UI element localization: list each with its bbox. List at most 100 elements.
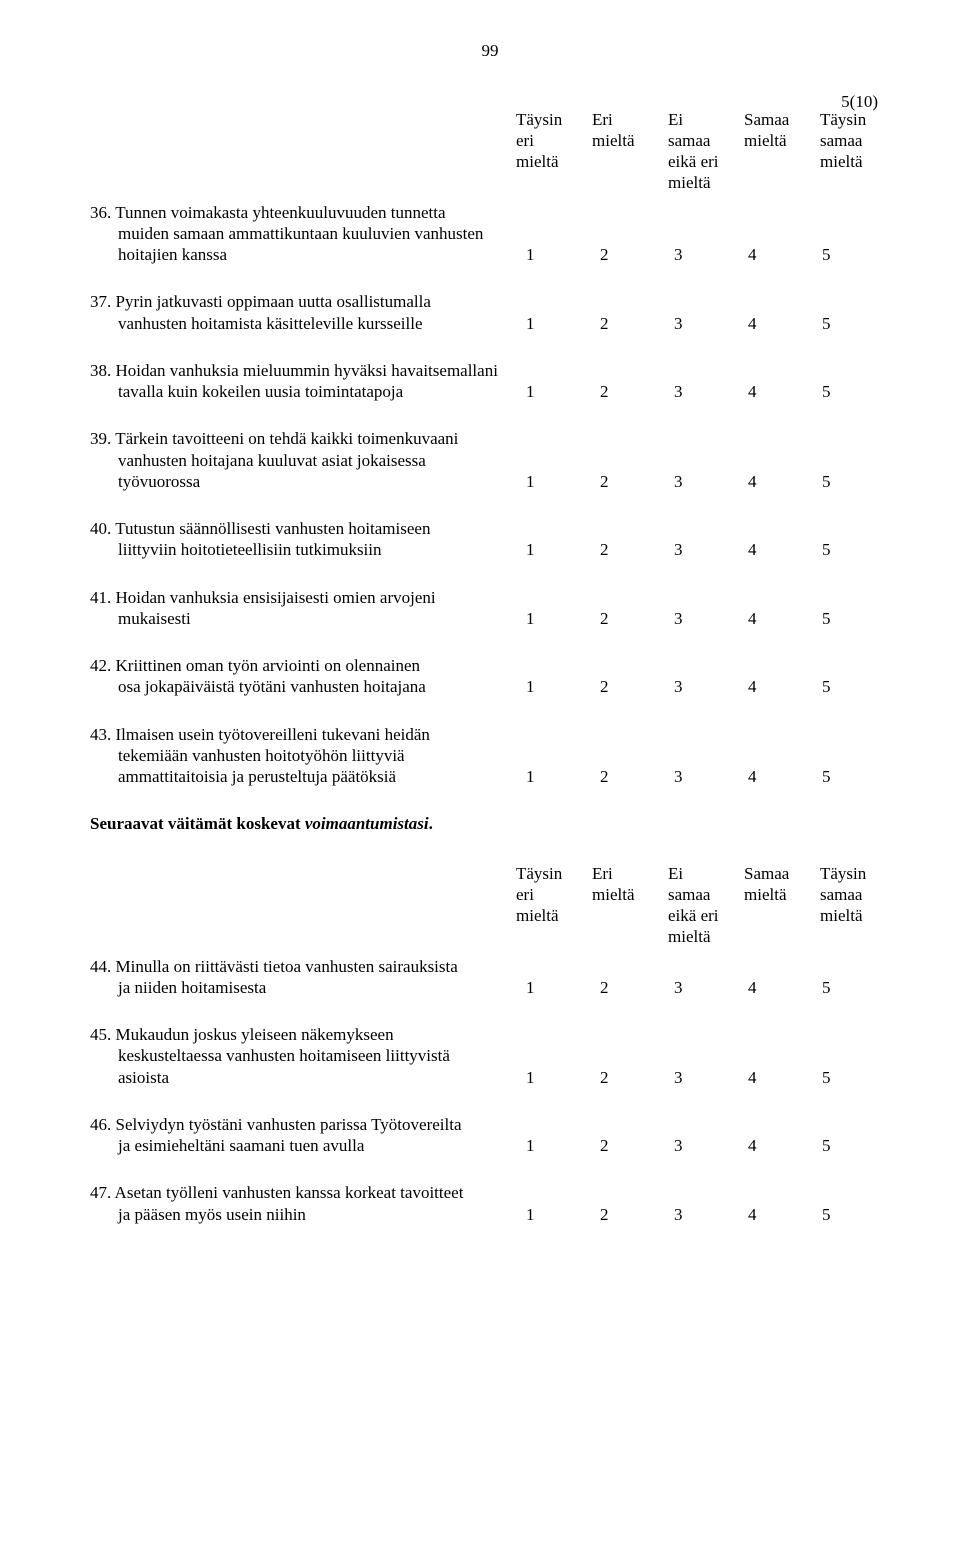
scale-value[interactable]: 1 bbox=[520, 539, 594, 560]
scale-value[interactable]: 5 bbox=[816, 1204, 890, 1225]
scale-values: 12345 bbox=[520, 608, 890, 629]
scale-value[interactable]: 4 bbox=[742, 1135, 816, 1156]
scale-header-col: Eisamaaeikä erimieltä bbox=[662, 109, 738, 194]
scale-value[interactable]: 5 bbox=[816, 539, 890, 560]
scale-header-col: Täysinerimieltä bbox=[510, 863, 586, 948]
scale-value[interactable]: 2 bbox=[594, 1204, 668, 1225]
question-text: 37. Pyrin jatkuvasti oppimaan uutta osal… bbox=[90, 291, 520, 334]
section-heading-prefix: Seuraavat väitämät koskevat bbox=[90, 814, 305, 833]
question-row: 40. Tutustun säännöllisesti vanhusten ho… bbox=[90, 518, 890, 561]
scale-value[interactable]: 1 bbox=[520, 244, 594, 265]
question-row: 44. Minulla on riittävästi tietoa vanhus… bbox=[90, 956, 890, 999]
scale-value[interactable]: 2 bbox=[594, 1135, 668, 1156]
question-text: 44. Minulla on riittävästi tietoa vanhus… bbox=[90, 956, 520, 999]
scale-values: 12345 bbox=[520, 1204, 890, 1225]
scale-value[interactable]: 5 bbox=[816, 244, 890, 265]
scale-value[interactable]: 4 bbox=[742, 766, 816, 787]
scale-value[interactable]: 5 bbox=[816, 977, 890, 998]
scale-value[interactable]: 4 bbox=[742, 676, 816, 697]
scale-value[interactable]: 4 bbox=[742, 471, 816, 492]
scale-value[interactable]: 3 bbox=[668, 381, 742, 402]
scale-header-col: Samaamieltä bbox=[738, 863, 814, 948]
scale-value[interactable]: 1 bbox=[520, 1204, 594, 1225]
scale-value[interactable]: 1 bbox=[520, 471, 594, 492]
scale-value[interactable]: 4 bbox=[742, 244, 816, 265]
section-heading-suffix: . bbox=[429, 814, 433, 833]
scale-value[interactable]: 2 bbox=[594, 539, 668, 560]
scale-value[interactable]: 4 bbox=[742, 381, 816, 402]
scale-value[interactable]: 3 bbox=[668, 539, 742, 560]
scale-value[interactable]: 5 bbox=[816, 313, 890, 334]
scale-value[interactable]: 3 bbox=[668, 1204, 742, 1225]
question-row: 46. Selviydyn työstäni vanhusten parissa… bbox=[90, 1114, 890, 1157]
scale-value[interactable]: 3 bbox=[668, 471, 742, 492]
scale-value[interactable]: 4 bbox=[742, 539, 816, 560]
scale-value[interactable]: 5 bbox=[816, 1135, 890, 1156]
section-heading-italic: voimaantumistasi bbox=[305, 814, 429, 833]
question-text: 36. Tunnen voimakasta yhteenkuuluvuuden … bbox=[90, 202, 520, 266]
scale-value[interactable]: 1 bbox=[520, 676, 594, 697]
scale-value[interactable]: 4 bbox=[742, 313, 816, 334]
question-text: 40. Tutustun säännöllisesti vanhusten ho… bbox=[90, 518, 520, 561]
scale-value[interactable]: 3 bbox=[668, 313, 742, 334]
scale-values: 12345 bbox=[520, 471, 890, 492]
scale-value[interactable]: 3 bbox=[668, 766, 742, 787]
scale-value[interactable]: 5 bbox=[816, 1067, 890, 1088]
question-row: 38. Hoidan vanhuksia mieluummin hyväksi … bbox=[90, 360, 890, 403]
scale-header-col: Erimieltä bbox=[586, 109, 662, 194]
scale-value[interactable]: 3 bbox=[668, 977, 742, 998]
scale-value[interactable]: 2 bbox=[594, 1067, 668, 1088]
scale-value[interactable]: 3 bbox=[668, 676, 742, 697]
scale-value[interactable]: 5 bbox=[816, 471, 890, 492]
scale-value[interactable]: 2 bbox=[594, 244, 668, 265]
scale-value[interactable]: 4 bbox=[742, 608, 816, 629]
scale-value[interactable]: 5 bbox=[816, 676, 890, 697]
scale-value[interactable]: 1 bbox=[520, 1067, 594, 1088]
scale-value[interactable]: 1 bbox=[520, 1135, 594, 1156]
scale-value[interactable]: 1 bbox=[520, 381, 594, 402]
question-row: 47. Asetan työlleni vanhusten kanssa kor… bbox=[90, 1182, 890, 1225]
scale-values: 12345 bbox=[520, 676, 890, 697]
scale-value[interactable]: 5 bbox=[816, 766, 890, 787]
scale-header-col: Täysinsamaamieltä bbox=[814, 109, 890, 194]
scale-value[interactable]: 1 bbox=[520, 313, 594, 334]
scale-value[interactable]: 3 bbox=[668, 1135, 742, 1156]
scale-value[interactable]: 4 bbox=[742, 1204, 816, 1225]
question-row: 41. Hoidan vanhuksia ensisijaisesti omie… bbox=[90, 587, 890, 630]
scale-value[interactable]: 2 bbox=[594, 766, 668, 787]
question-row: 39. Tärkein tavoitteeni on tehdä kaikki … bbox=[90, 428, 890, 492]
scale-value[interactable]: 3 bbox=[668, 608, 742, 629]
scale-value[interactable]: 2 bbox=[594, 313, 668, 334]
scale-header-col: Samaamieltä bbox=[738, 109, 814, 194]
scale-value[interactable]: 1 bbox=[520, 766, 594, 787]
scale-value[interactable]: 4 bbox=[742, 1067, 816, 1088]
scale-value[interactable]: 2 bbox=[594, 381, 668, 402]
scale-value[interactable]: 2 bbox=[594, 676, 668, 697]
scale-header-col: Eisamaaeikä erimieltä bbox=[662, 863, 738, 948]
page-number: 99 bbox=[90, 40, 890, 61]
question-row: 36. Tunnen voimakasta yhteenkuuluvuuden … bbox=[90, 202, 890, 266]
scale-values: 12345 bbox=[520, 1067, 890, 1088]
scale-value[interactable]: 1 bbox=[520, 608, 594, 629]
scale-value[interactable]: 1 bbox=[520, 977, 594, 998]
scale-value[interactable]: 2 bbox=[594, 977, 668, 998]
scale-values: 12345 bbox=[520, 381, 890, 402]
question-text: 46. Selviydyn työstäni vanhusten parissa… bbox=[90, 1114, 520, 1157]
question-text: 39. Tärkein tavoitteeni on tehdä kaikki … bbox=[90, 428, 520, 492]
question-text: 38. Hoidan vanhuksia mieluummin hyväksi … bbox=[90, 360, 520, 403]
scale-values: 12345 bbox=[520, 977, 890, 998]
scale-values: 12345 bbox=[520, 244, 890, 265]
scale-value[interactable]: 5 bbox=[816, 608, 890, 629]
scale-value[interactable]: 2 bbox=[594, 608, 668, 629]
question-row: 37. Pyrin jatkuvasti oppimaan uutta osal… bbox=[90, 291, 890, 334]
scale-header-col: Täysinsamaamieltä bbox=[814, 863, 890, 948]
scale-values: 12345 bbox=[520, 313, 890, 334]
question-text: 41. Hoidan vanhuksia ensisijaisesti omie… bbox=[90, 587, 520, 630]
scale-value[interactable]: 2 bbox=[594, 471, 668, 492]
scale-values: 12345 bbox=[520, 766, 890, 787]
scale-value[interactable]: 4 bbox=[742, 977, 816, 998]
scale-value[interactable]: 5 bbox=[816, 381, 890, 402]
scale-value[interactable]: 3 bbox=[668, 244, 742, 265]
scale-values: 12345 bbox=[520, 539, 890, 560]
scale-value[interactable]: 3 bbox=[668, 1067, 742, 1088]
